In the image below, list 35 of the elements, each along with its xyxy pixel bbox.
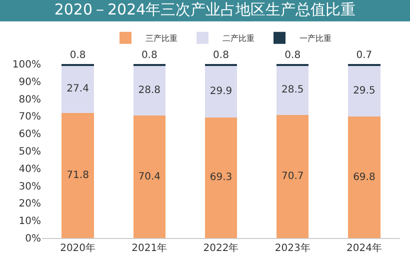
y-tick-label: 30% xyxy=(18,181,41,192)
y-tick-label: 80% xyxy=(18,94,41,106)
y-tick-label: 20% xyxy=(18,198,41,210)
data-label: 28.8 xyxy=(138,84,161,96)
data-label: 69.8 xyxy=(353,172,376,183)
data-label: 29.9 xyxy=(210,86,232,97)
y-tick-label: 10% xyxy=(18,216,41,228)
x-tick-label: 2024年 xyxy=(346,242,382,254)
y-tick-label: 90% xyxy=(18,76,41,88)
data-label: 70.4 xyxy=(138,171,161,182)
legend-label: 一产比重 xyxy=(300,34,332,44)
legend-label: 三产比重 xyxy=(146,34,178,44)
y-tick-label: 100% xyxy=(12,60,41,70)
chart-title: 2020－2024年三次产业占地区生产总值比重 xyxy=(54,0,356,19)
data-label: 70.7 xyxy=(281,170,304,182)
y-tick-label: 40% xyxy=(18,164,41,175)
x-tick-label: 2020年 xyxy=(60,242,96,254)
y-tick-label: 50% xyxy=(18,146,41,158)
data-label: 0.7 xyxy=(356,50,372,61)
x-tick-label: 2021年 xyxy=(132,242,168,254)
x-tick-label: 2023年 xyxy=(274,242,310,254)
y-tick-label: 0% xyxy=(25,234,41,244)
data-label: 28.5 xyxy=(281,84,304,96)
data-label: 0.8 xyxy=(284,50,301,61)
data-label: 71.8 xyxy=(66,170,89,182)
data-label: 29.5 xyxy=(353,85,376,96)
legend-label: 二产比重 xyxy=(222,34,254,44)
x-tick-label: 2022年 xyxy=(203,242,239,254)
y-tick-label: 70% xyxy=(18,112,41,123)
data-label: 27.4 xyxy=(66,84,89,95)
y-tick-label: 60% xyxy=(18,129,41,140)
data-label: 0.8 xyxy=(141,50,158,61)
data-label: 0.8 xyxy=(70,50,86,61)
data-label: 69.3 xyxy=(210,172,232,184)
data-label: 0.8 xyxy=(213,50,229,61)
